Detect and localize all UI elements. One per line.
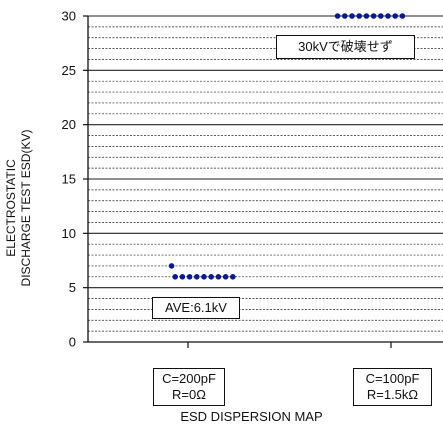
data-point	[399, 13, 406, 19]
data-point	[194, 274, 200, 280]
y-tick-label: 30	[62, 9, 76, 24]
data-point	[392, 13, 399, 19]
grid-lines	[88, 15, 443, 343]
data-point	[215, 274, 222, 280]
annotation-average: AVE:6.1kV	[152, 297, 240, 319]
category-label-200pf-line2: R=0Ω	[172, 387, 206, 402]
y-axis-label-line2: DISCHARGE TEST ESD(KV)	[19, 129, 33, 287]
category-label-100pf-line2: R=1.5kΩ	[366, 387, 419, 402]
data-point	[179, 274, 186, 280]
category-label-100pf-line1: C=100pF	[365, 371, 420, 386]
data-point	[356, 13, 363, 19]
data-point	[208, 274, 214, 280]
y-tick-labels: 0 5 10 15 20 25 30	[62, 9, 76, 350]
y-tick-label: 25	[62, 63, 76, 78]
annotation-average-text: AVE:6.1kV	[165, 300, 227, 315]
y-tick-label: 20	[62, 117, 76, 132]
data-point	[186, 274, 193, 280]
data-point	[201, 274, 207, 280]
category-label-200pf: C=200pF R=0Ω	[153, 368, 225, 406]
category-label-100pf: C=100pF R=1.5kΩ	[353, 368, 432, 406]
data-point	[230, 274, 236, 280]
annotation-no-breakdown: 30kVで破壊せず	[276, 35, 415, 59]
data-point	[385, 13, 391, 19]
y-tick-label: 15	[62, 172, 76, 187]
axes	[83, 15, 443, 348]
y-tick-label: 10	[62, 226, 76, 241]
y-axis-label: ELECTROSTATIC DISCHARGE TEST ESD(KV)	[2, 78, 42, 338]
data-point	[349, 13, 355, 19]
y-tick-label: 0	[69, 335, 76, 350]
data-point	[363, 13, 370, 19]
data-points	[168, 13, 406, 280]
x-axis-label: ESD DISPERSION MAP	[180, 409, 323, 424]
category-label-200pf-line1: C=200pF	[162, 371, 216, 386]
data-point	[334, 13, 341, 19]
y-tick-label: 5	[69, 280, 76, 295]
data-point	[222, 274, 229, 280]
data-point	[172, 274, 178, 280]
data-point	[370, 13, 377, 19]
data-point	[342, 13, 348, 19]
y-axis-label-line1: ELECTROSTATIC	[4, 159, 18, 257]
data-point	[378, 13, 384, 19]
data-point	[168, 263, 175, 269]
annotation-no-breakdown-text: 30kVで破壊せず	[298, 39, 393, 54]
